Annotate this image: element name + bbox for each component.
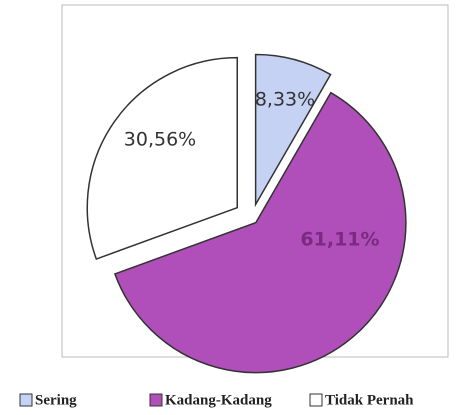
legend-label: Sering [35,392,77,408]
legend-swatch [309,393,323,407]
legend-swatch [149,393,163,407]
legend-swatch [19,393,33,407]
data-label: 61,11% [300,229,379,251]
pie-slice [86,56,239,260]
data-label: 30,56% [124,129,196,151]
pie-slice [113,91,407,374]
legend-label: Tidak Pernah [325,392,414,408]
pie-slice [254,53,332,208]
legend-label: Kadang-Kadang [165,392,272,408]
data-label: 8,33% [255,89,315,111]
